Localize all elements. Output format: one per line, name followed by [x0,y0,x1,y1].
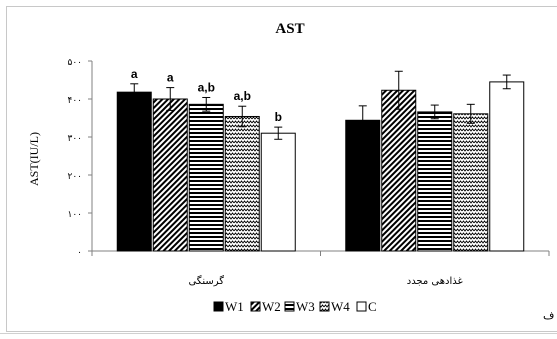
bar-w1 [116,91,152,252]
y-tick-label: ۴۰۰ [67,96,82,106]
significance-label: a [167,71,174,85]
bar-w2 [152,98,188,252]
bars: a a a,b a,b b [116,67,525,252]
legend-label: W2 [262,299,281,314]
legend-label: W1 [225,299,244,314]
bar-w3 [417,111,453,252]
legend-swatch-w4 [319,301,330,312]
bar-w4 [224,115,260,252]
significance-label: a [131,67,138,81]
significance-label: a,b [234,89,251,103]
y-tick-label: ۲۰۰ [67,172,82,182]
x-tick-labels: گرسنگی غذادهی مجدد [188,275,462,287]
y-axis: ۰ ۱۰۰ ۲۰۰ ۳۰۰ ۴۰۰ ۵۰۰ [67,58,93,258]
significance-label: a,b [198,80,215,94]
bar-w3 [188,103,224,252]
chart-title: AST [275,21,304,37]
page-divider [0,333,557,334]
bar-w1 [345,119,381,252]
x-axis [91,250,550,256]
y-tick-label: ۰ [77,248,82,258]
significance-label: b [275,110,282,124]
legend-label: W4 [331,299,350,314]
bar-w4 [453,113,489,252]
cropped-text-fragment: ف [543,309,555,322]
legend-label: W3 [296,299,315,314]
legend-swatch-w2 [250,301,261,312]
y-tick-label: ۱۰۰ [67,210,82,220]
legend-swatch-c [356,301,367,312]
legend-label: C [368,299,377,314]
legend: W1 W2 W3 W4 C [213,299,377,314]
legend-swatch-w3 [284,301,295,312]
legend-swatch-w1 [213,301,224,312]
y-axis-label: AST(IU/L) [27,132,41,186]
bar-c [489,81,525,252]
bar-c [260,132,296,252]
x-category-label: غذادهی مجدد [407,276,463,287]
x-category-label: گرسنگی [188,275,224,287]
y-tick-label: ۵۰۰ [67,58,82,68]
bar-w2 [381,89,417,252]
y-tick-label: ۳۰۰ [67,134,82,144]
